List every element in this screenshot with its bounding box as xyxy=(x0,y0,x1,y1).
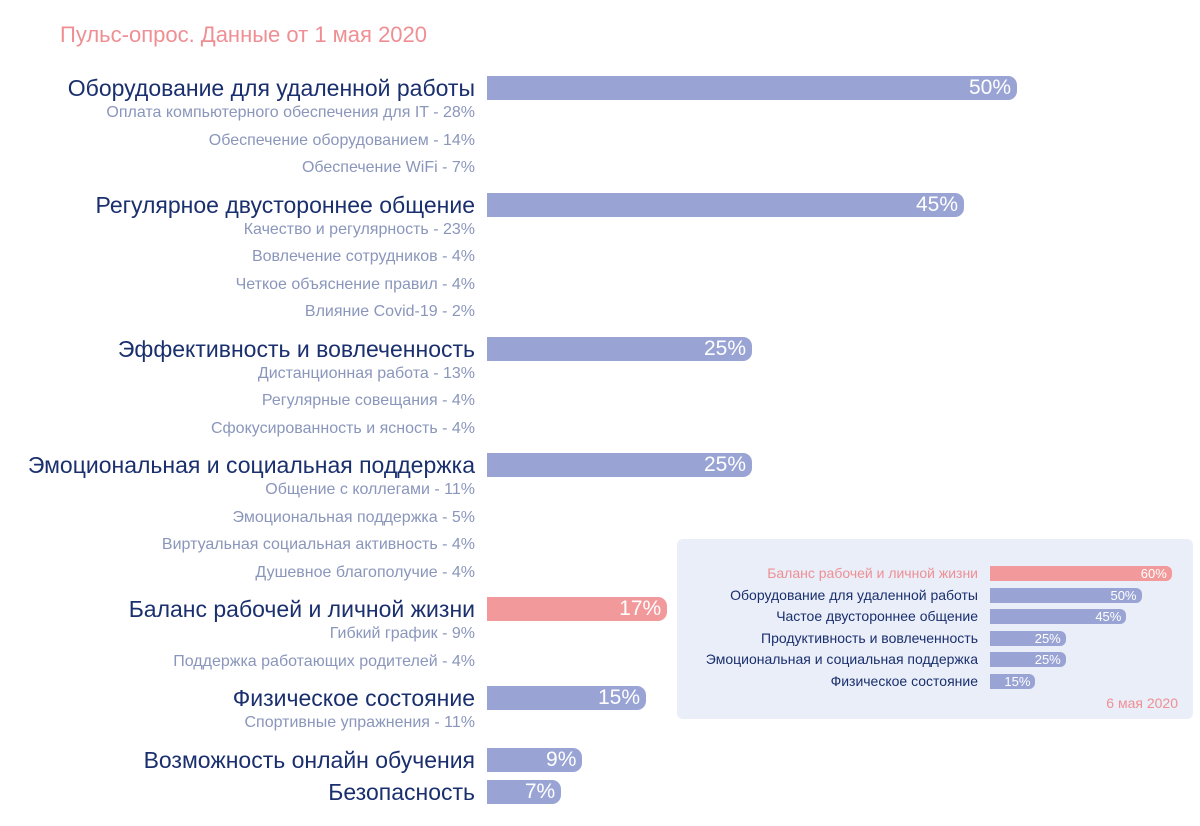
bar-value-label: 45% xyxy=(915,192,958,216)
category-label: Эффективность и вовлеченность xyxy=(117,335,475,362)
bar: 25% xyxy=(487,336,752,361)
bar: 25% xyxy=(487,453,752,477)
inset-bar: 60% xyxy=(990,566,1172,581)
subcategory-label: Качество и регулярность - 23% xyxy=(243,220,475,238)
category-label: Возможность онлайн обучения xyxy=(143,746,475,773)
subcategory-label: Обеспечение WiFi - 7% xyxy=(301,159,475,176)
category-label: Баланс рабочей и личной жизни xyxy=(128,596,475,622)
bar: 50% xyxy=(487,76,1017,100)
subcategory-label: Общение с коллегами - 11% xyxy=(265,481,475,498)
inset-category-label: Эмоциональная и социальная поддержка xyxy=(705,651,978,667)
inset-bar: 15% xyxy=(990,673,1036,689)
category-label: Эмоциональная и социальная поддержка xyxy=(27,452,475,478)
bar-value-label: 17% xyxy=(619,597,662,620)
bar: 45% xyxy=(487,192,964,217)
inset-bar-value-label: 45% xyxy=(1095,609,1122,624)
subcategory-label: Спортивные упражнения - 11% xyxy=(244,714,476,731)
inset-bar: 50% xyxy=(990,587,1142,603)
subcategory-label: Обеспечение оборудованием - 14% xyxy=(208,131,475,149)
inset-category-label: Частое двустороннее общение xyxy=(776,608,978,624)
category-label: Безопасность xyxy=(328,778,475,805)
subcategory-label: Влияние Covid-19 - 2% xyxy=(304,303,475,320)
bar-value-label: 7% xyxy=(524,779,556,803)
bar: 17% xyxy=(487,597,668,621)
inset-chart-panel: 6 мая 2020 Баланс рабочей и личной жизни… xyxy=(677,539,1193,719)
inset-bar: 25% xyxy=(990,630,1066,646)
inset-bar-value-label: 15% xyxy=(1004,673,1031,689)
inset-bar: 25% xyxy=(990,652,1066,667)
inset-category-label: Баланс рабочей и личной жизни xyxy=(767,565,978,581)
subcategory-label: Оплата компьютерного обеспечения для IT … xyxy=(106,104,475,121)
inset-bar-value-label: 25% xyxy=(1034,652,1061,667)
subcategory-label: Вовлечение сотрудников - 4% xyxy=(251,248,475,265)
inset-bar: 45% xyxy=(990,609,1127,624)
bar-value-label: 15% xyxy=(597,686,640,709)
bar-value-label: 25% xyxy=(703,453,746,476)
category-label: Регулярное двустороннее общение xyxy=(95,191,475,218)
inset-bar-value-label: 60% xyxy=(1140,566,1167,581)
subcategory-label: Сфокусированность и ясность - 4% xyxy=(210,419,475,437)
subcategory-label: Эмоциональная поддержка - 5% xyxy=(232,508,475,526)
category-label: Физическое состояние xyxy=(232,685,475,711)
inset-bar-value-label: 50% xyxy=(1110,587,1137,603)
subcategory-label: Четкое объяснение правил - 4% xyxy=(235,275,475,293)
category-label: Оборудование для удаленной работы xyxy=(67,75,475,101)
bar: 9% xyxy=(487,747,583,772)
inset-category-label: Физическое состояние xyxy=(830,672,978,689)
bar-value-label: 25% xyxy=(703,336,746,360)
subcategory-label: Душевное благополучие - 4% xyxy=(255,563,475,581)
chart-title: Пульс-опрос. Данные от 1 мая 2020 xyxy=(60,22,428,47)
bar: 15% xyxy=(487,686,646,710)
inset-category-label: Оборудование для удаленной работы xyxy=(730,586,978,603)
subcategory-label: Гибкий график - 9% xyxy=(329,625,475,642)
inset-bar-value-label: 25% xyxy=(1034,630,1061,646)
subcategory-label: Виртуальная социальная активность - 4% xyxy=(161,536,475,553)
bar-value-label: 50% xyxy=(968,76,1011,99)
inset-category-label: Продуктивность и вовлеченность xyxy=(761,629,978,646)
subcategory-label: Дистанционная работа - 13% xyxy=(257,364,475,382)
subcategory-label: Поддержка работающих родителей - 4% xyxy=(173,652,475,670)
bar: 7% xyxy=(487,779,562,804)
subcategory-label: Регулярные совещания - 4% xyxy=(261,392,475,409)
bar-value-label: 9% xyxy=(546,747,577,771)
inset-date-label: 6 мая 2020 xyxy=(1106,695,1178,711)
